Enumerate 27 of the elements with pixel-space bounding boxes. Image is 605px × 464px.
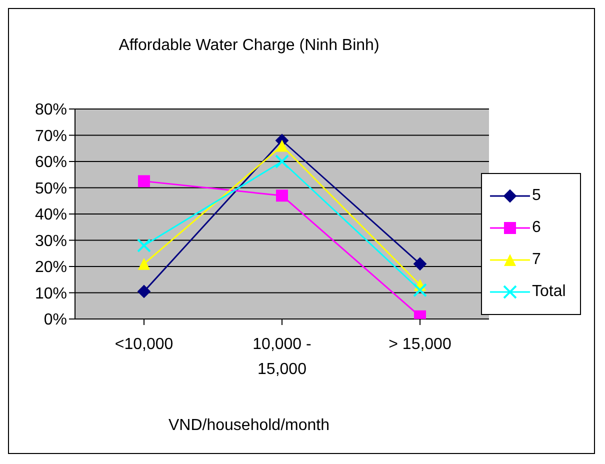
point [138,175,150,188]
point [275,154,289,168]
y-tick-label: 20% [34,259,67,276]
y-tick-label: 0% [44,312,67,329]
legend-label: 7 [532,251,541,269]
y-tick-label: 30% [34,232,67,250]
x-tick-label: <10,000 [114,336,174,353]
y-tick-label: 10% [34,285,67,302]
y-tick-label: 50% [34,180,67,198]
x-tick-label: 10,000 - 15,000 [252,336,312,378]
y-tick-label: 70% [34,128,67,145]
y-tick-label: 40% [34,206,67,224]
legend-label: 5 [532,187,541,205]
point [276,190,288,202]
legend-label: 6 [532,219,541,237]
x-tick-label: > 15,000 [388,336,452,353]
x-axis-title: VND/household/month [168,417,330,435]
point [414,257,426,270]
legend-label: Total [532,283,566,301]
point [276,140,288,152]
y-tick-label: 60% [34,154,67,172]
point [138,258,150,270]
point [138,284,150,298]
chart-title: Affordable Water Charge (Ninh Binh) [118,37,380,55]
point [137,238,151,252]
point [413,283,427,298]
y-tick-label: 80% [34,102,67,119]
